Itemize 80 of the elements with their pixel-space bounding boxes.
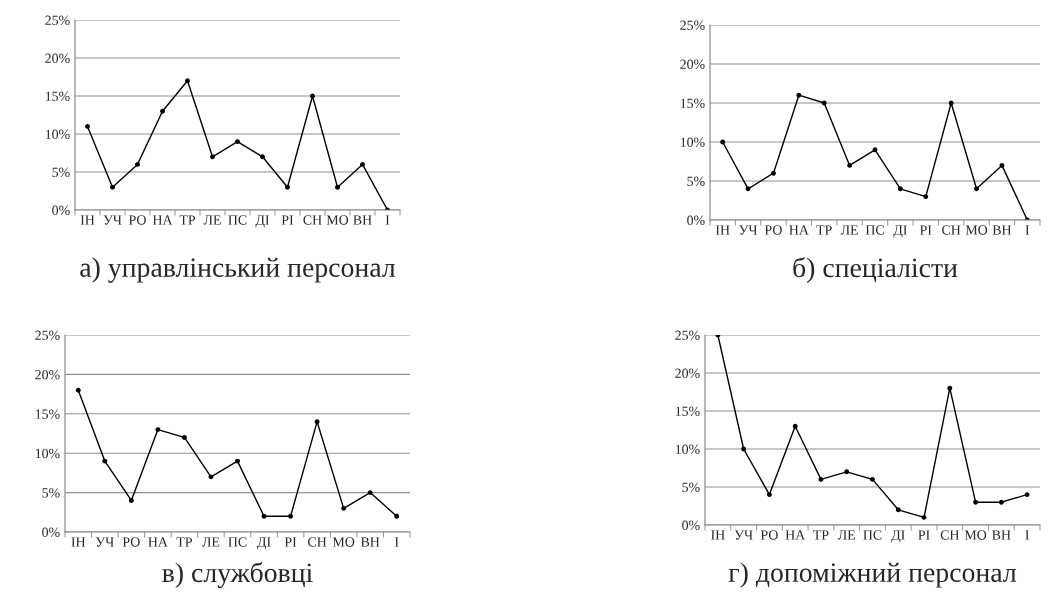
- y-tick-label: 0%: [682, 520, 700, 530]
- x-tick-label: ТР: [179, 215, 196, 225]
- y-tick-label: 15%: [675, 406, 700, 416]
- y-tick-label: 0%: [42, 527, 60, 537]
- x-tick-label: РІ: [281, 215, 294, 225]
- y-tick-label: 20%: [45, 53, 70, 63]
- y-tick-label: 20%: [680, 59, 705, 69]
- y-tick-label: 10%: [680, 137, 705, 147]
- x-tick-label: ВН: [353, 215, 372, 225]
- x-tick-label: МО: [965, 225, 988, 235]
- x-tick-label: УЧ: [95, 537, 114, 547]
- y-tick-label: 25%: [680, 20, 705, 30]
- x-tick-label: ЛЕ: [840, 225, 858, 235]
- x-tick-label: ПС: [228, 537, 247, 547]
- y-tick-label: 10%: [35, 448, 60, 459]
- x-tick-label: СН: [940, 530, 960, 540]
- x-tick-label: ДІ: [891, 530, 905, 543]
- x-tick-label: ЛЕ: [202, 537, 220, 547]
- x-tick-label: РІ: [918, 530, 930, 540]
- x-tick-label: ЛЕ: [837, 530, 855, 540]
- y-tick-label: 25%: [675, 330, 700, 340]
- x-tick-label: ДІ: [255, 215, 270, 228]
- x-tick-label: ВН: [992, 225, 1012, 235]
- x-tick-label: І: [394, 537, 399, 547]
- x-tick-label: ВН: [992, 530, 1011, 540]
- x-tick-label: СН: [303, 215, 322, 225]
- y-tick-label: 10%: [45, 129, 70, 139]
- x-tick-label: РО: [122, 537, 140, 547]
- x-tick-label: ТР: [176, 537, 192, 547]
- x-tick-label: ТР: [816, 225, 832, 235]
- x-tick-label: МО: [964, 530, 987, 540]
- x-tick-label: І: [1025, 530, 1029, 540]
- x-tick-label: ІН: [711, 530, 725, 540]
- x-tick-label: НА: [789, 225, 809, 235]
- x-tick-label: ПС: [865, 225, 884, 235]
- x-tick-label: РІ: [284, 537, 297, 547]
- y-tick-label: 5%: [42, 488, 60, 498]
- y-tick-label: 15%: [680, 98, 705, 108]
- y-tick-label: 15%: [45, 91, 70, 101]
- y-tick-label: 5%: [52, 167, 70, 177]
- x-tick-label: НА: [785, 530, 806, 540]
- x-tick-label: РО: [760, 530, 778, 540]
- y-tick-label: 25%: [45, 15, 70, 25]
- x-tick-label: ПС: [863, 530, 882, 540]
- x-tick-label: НА: [152, 215, 173, 225]
- x-tick-label: МО: [332, 537, 355, 547]
- x-tick-label: І: [1025, 225, 1030, 235]
- x-tick-label: І: [385, 215, 390, 225]
- y-tick-label: 15%: [35, 409, 60, 419]
- y-tick-label: 5%: [682, 482, 700, 492]
- x-tick-label: НА: [148, 537, 168, 547]
- x-tick-label: МО: [326, 215, 349, 225]
- x-tick-label: ДІ: [257, 537, 271, 550]
- x-tick-label: ВН: [360, 537, 380, 547]
- text: а) управлінський персонал: [80, 257, 396, 283]
- y-tick-label: 20%: [35, 369, 60, 380]
- x-tick-label: ТР: [813, 530, 829, 540]
- y-tick-label: 5%: [687, 176, 705, 186]
- y-tick-label: 25%: [35, 330, 60, 340]
- x-tick-label: ІН: [71, 537, 86, 547]
- x-tick-label: ІН: [715, 225, 730, 235]
- y-tick-label: 10%: [675, 444, 700, 454]
- x-tick-label: РО: [764, 225, 782, 235]
- text: г) допоміжний персонал: [728, 562, 1017, 588]
- y-tick-label: 0%: [52, 205, 70, 215]
- x-tick-label: РО: [128, 215, 146, 225]
- x-tick-label: ПС: [228, 215, 247, 225]
- x-tick-label: ДІ: [893, 225, 907, 238]
- y-tick-label: 20%: [675, 368, 700, 378]
- text: б) спеціалісти: [793, 257, 958, 283]
- x-tick-label: УЧ: [739, 225, 758, 235]
- x-tick-label: УЧ: [103, 215, 122, 225]
- x-tick-label: СН: [308, 537, 327, 547]
- text: в) службовці: [162, 562, 313, 588]
- x-tick-label: СН: [942, 225, 961, 235]
- x-tick-label: ЛЕ: [203, 215, 221, 225]
- x-tick-label: УЧ: [734, 530, 753, 540]
- y-tick-label: 0%: [687, 215, 705, 225]
- x-tick-label: РІ: [919, 225, 932, 235]
- x-tick-label: ІН: [80, 215, 95, 225]
